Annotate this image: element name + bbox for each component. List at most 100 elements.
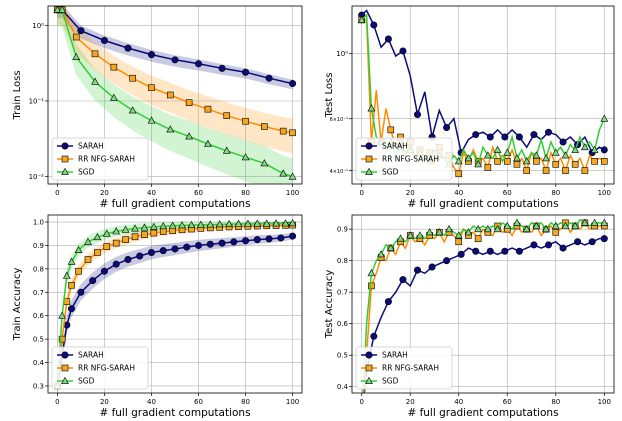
point-sgd (222, 146, 231, 154)
point-sarah (218, 64, 226, 72)
chart-panel-3: 0 20 40 60 80 100 0.3 0.4 0.5 0.6 0.7 0.8 0.9 1.0 # fu… (12, 214, 303, 419)
point-rr-nfg-sarah (122, 236, 129, 243)
point-sgd (367, 269, 376, 277)
point-sgd (571, 145, 580, 153)
point-sgd (435, 228, 444, 236)
point-rr-nfg-sarah (204, 105, 212, 113)
point-rr-nfg-sarah (533, 157, 540, 165)
point-sarah (515, 247, 523, 255)
x-tick-label: 100 (598, 398, 611, 406)
point-sarah (147, 248, 155, 256)
point-sgd (454, 231, 463, 239)
x-axis-label: # full gradient computations (407, 198, 558, 210)
point-sarah (530, 241, 538, 249)
point-sgd (493, 145, 502, 153)
point-sarah (159, 247, 167, 255)
point-sarah (413, 266, 421, 274)
point-sgd (262, 219, 271, 227)
point-sgd (102, 229, 111, 237)
y-tick-label: 10⁻² (29, 173, 45, 181)
point-sgd (58, 311, 67, 319)
point-rr-nfg-sarah (148, 84, 155, 91)
point-sarah (265, 74, 273, 82)
x-tick-label: 40 (147, 398, 156, 406)
band-sarah (57, 6, 293, 90)
legend: SARAH RR NFG-SARAH SGD (355, 137, 453, 181)
point-rr-nfg-sarah (289, 129, 296, 137)
legend-label: SGD (78, 377, 95, 386)
y-axis-label: Train Accuracy (12, 268, 23, 342)
point-rr-nfg-sarah (523, 167, 530, 174)
x-tick-label: 60 (194, 398, 203, 406)
point-sgd (241, 153, 250, 161)
y-tick-label: 0.8 (337, 257, 348, 265)
point-rr-nfg-sarah (94, 249, 101, 256)
point-sarah (384, 298, 392, 306)
point-sarah (253, 236, 261, 244)
point-sarah (68, 305, 76, 313)
point-sarah (100, 267, 108, 275)
y-tick-label: 10⁻¹ (29, 97, 45, 105)
point-sarah (112, 260, 120, 268)
point-rr-nfg-sarah (131, 233, 139, 241)
point-sgd (112, 227, 121, 235)
legend-label: RR NFG-SARAH (78, 364, 135, 373)
point-sarah (218, 239, 226, 247)
point-sgd (281, 219, 290, 227)
point-sgd (288, 218, 297, 227)
point-sgd (147, 116, 156, 124)
point-sarah (559, 138, 567, 146)
axes-frame (47, 5, 303, 185)
legend-box (51, 346, 149, 390)
legend-label: SARAH (382, 351, 408, 360)
point-sgd (166, 125, 175, 133)
chart-panel-4: 0 20 40 60 80 100 0.4 0.5 0.6 0.7 0.8 0.9 # full gra… (324, 214, 615, 419)
point-sarah (277, 234, 285, 242)
series-line-sarah (363, 237, 605, 393)
point-rr-nfg-sarah (455, 238, 463, 246)
legend-box (355, 137, 453, 181)
x-tick-label: 20 (100, 189, 109, 197)
x-tick-label: 40 (454, 398, 463, 406)
y-tick-label: 0.4 (337, 383, 349, 391)
point-sgd (464, 228, 473, 236)
point-sarah (242, 68, 250, 76)
point-sarah (600, 235, 608, 243)
legend-marker (61, 155, 69, 163)
axes-frame (47, 214, 303, 394)
legend-marker (61, 376, 69, 384)
chart-panel-2: 0 20 40 60 80 100 10⁰ 6×10⁻¹ 4×10⁻¹ # full gradie… (324, 5, 615, 210)
legend-label: SGD (382, 168, 399, 177)
point-sgd (206, 220, 215, 228)
x-tick-label: 0 (359, 398, 363, 406)
point-rr-nfg-sarah (600, 157, 608, 165)
point-rr-nfg-sarah (513, 161, 521, 168)
y-axis-label: Test Accuracy (324, 270, 335, 340)
point-sgd (580, 143, 589, 151)
point-rr-nfg-sarah (494, 157, 501, 165)
y-tick-label: 0.6 (337, 320, 349, 328)
legend-box (51, 137, 149, 181)
plot-area (53, 218, 297, 393)
legend-label: RR NFG-SARAH (382, 155, 439, 164)
legend-marker (365, 167, 373, 175)
point-sarah (136, 252, 144, 260)
point-sarah (457, 250, 465, 258)
legend-marker (365, 155, 373, 163)
x-tick-label: 80 (241, 189, 250, 197)
point-rr-nfg-sarah (571, 161, 579, 168)
point-sgd (72, 52, 81, 61)
point-sgd (121, 225, 130, 233)
legend-label: SGD (78, 168, 95, 177)
point-rr-nfg-sarah (562, 167, 569, 174)
point-sgd (416, 231, 424, 239)
x-tick-label: 80 (551, 189, 560, 197)
band-sgd (57, 6, 293, 184)
point-sgd (187, 220, 196, 228)
y-tick-label: 0.7 (337, 289, 348, 297)
point-sgd (377, 250, 386, 258)
point-sgd (513, 154, 521, 162)
point-sarah (242, 237, 250, 245)
point-sarah (206, 240, 214, 248)
